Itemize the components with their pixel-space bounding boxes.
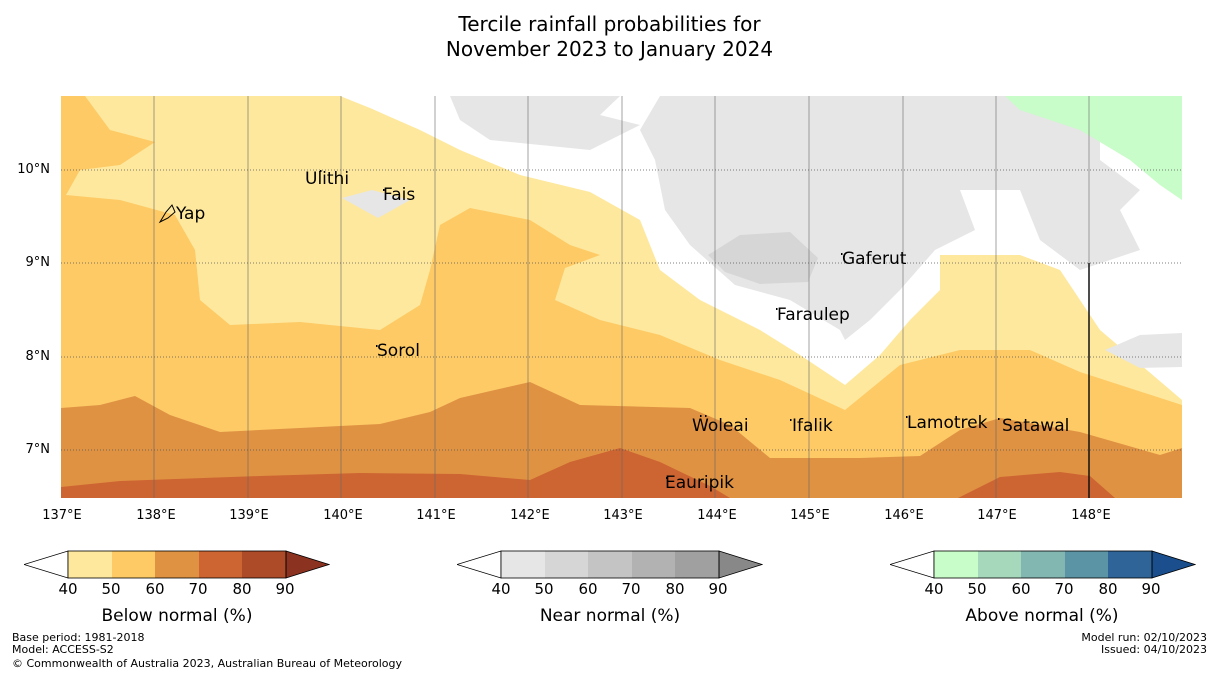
- near-tick-40: 40: [491, 580, 511, 598]
- latitude-gridlines: [61, 169, 1182, 451]
- above-tick-60: 60: [1011, 580, 1031, 598]
- lon-label-144e: 144°E: [697, 508, 737, 523]
- above-tick-80: 80: [1098, 580, 1118, 598]
- below-tick-80: 80: [232, 580, 252, 598]
- title-line-2: November 2023 to January 2024: [445, 37, 774, 61]
- above-tick-90: 90: [1141, 580, 1161, 598]
- near-tick-90: 90: [708, 580, 728, 598]
- near-40-50-region-north: [450, 96, 640, 150]
- below-70-80-region-east: [958, 472, 1115, 498]
- above-tick-50: 50: [967, 580, 987, 598]
- near-tick-60: 60: [578, 580, 598, 598]
- near-colorbar-label: Near normal (%): [539, 606, 681, 626]
- above-colorbar-segment-70-80: [1065, 551, 1108, 578]
- below-colorbar-lower-extend: [24, 550, 69, 579]
- lon-label-146e: 146°E: [884, 508, 924, 523]
- near-normal-colorbar: [457, 550, 763, 579]
- place-gaferut: Gaferut: [842, 249, 907, 269]
- lon-label-138e: 138°E: [136, 508, 176, 523]
- above-colorbar-segment-80-90: [1108, 551, 1152, 578]
- above-colorbar-segment-60-70: [1021, 551, 1065, 578]
- above-colorbar-segment-50-60: [978, 551, 1021, 578]
- near-colorbar-segment-80-90: [675, 551, 719, 578]
- atoll-markers: [320, 170, 1000, 479]
- place-faraulep: Faraulep: [777, 305, 850, 325]
- below-colorbar-upper-extend: [286, 551, 329, 578]
- footer-model-run: Model run: 02/10/2023: [1081, 631, 1207, 644]
- above-normal-colorbar: [890, 550, 1196, 579]
- place-lamotrek: Lamotrek: [907, 413, 988, 433]
- below-colorbar-segment-80-90: [242, 551, 286, 578]
- near-tick-70: 70: [621, 580, 641, 598]
- lon-label-147e: 147°E: [977, 508, 1017, 523]
- lat-label-9n: 9°N: [25, 255, 51, 270]
- footer-left: Base period: 1981-2018 Model: ACCESS-S2 …: [12, 632, 402, 670]
- near-colorbar-segment-50-60: [545, 551, 588, 578]
- near-tick-80: 80: [665, 580, 685, 598]
- lon-label-142e: 142°E: [510, 508, 550, 523]
- above-colorbar-label: Above normal (%): [965, 606, 1119, 626]
- above-colorbar-lower-extend: [890, 550, 935, 579]
- below-colorbar-segment-70-80: [199, 551, 242, 578]
- below-tick-40: 40: [58, 580, 78, 598]
- below-tick-60: 60: [145, 580, 165, 598]
- below-colorbar-segment-50-60: [112, 551, 155, 578]
- lon-label-148e: 148°E: [1071, 508, 1111, 523]
- lat-label-10n: 10°N: [17, 162, 50, 177]
- below-normal-colorbar: [24, 550, 330, 579]
- place-yap: Yap: [176, 204, 206, 224]
- below-tick-50: 50: [101, 580, 121, 598]
- below-tick-70: 70: [188, 580, 208, 598]
- below-colorbar-label: Below normal (%): [101, 606, 253, 626]
- lon-label-137e: 137°E: [42, 508, 82, 523]
- footer-issued: Issued: 04/10/2023: [1100, 643, 1207, 656]
- above-colorbar-upper-extend: [1152, 551, 1195, 578]
- place-woleai: Woleai: [692, 416, 749, 436]
- near-40-50-region: [370, 96, 1182, 340]
- lat-label-8n: 8°N: [25, 349, 51, 364]
- below-colorbar-segment-60-70: [155, 551, 199, 578]
- place-ulithi: Ulithi: [305, 169, 350, 189]
- lon-label-141e: 141°E: [416, 508, 456, 523]
- lat-label-7n: 7°N: [25, 442, 51, 457]
- place-satawal: Satawal: [1002, 416, 1070, 436]
- place-ifalik: Ifalik: [792, 416, 833, 436]
- near-50-60-region: [708, 232, 818, 284]
- footer-copyright: © Commonwealth of Australia 2023, Austra…: [12, 657, 402, 670]
- below-70-80-region: [61, 448, 730, 498]
- below-tick-90: 90: [275, 580, 295, 598]
- above-tick-70: 70: [1054, 580, 1074, 598]
- footer-model: Model: ACCESS-S2: [12, 643, 114, 656]
- near-colorbar-segment-40-50: [501, 551, 545, 578]
- footer-base-period: Base period: 1981-2018: [12, 631, 145, 644]
- lon-label-143e: 143°E: [603, 508, 643, 523]
- footer-right: Model run: 02/10/2023 Issued: 04/10/2023: [1081, 632, 1207, 656]
- near-tick-50: 50: [534, 580, 554, 598]
- below-colorbar-segment-40-50: [68, 551, 112, 578]
- above-tick-40: 40: [924, 580, 944, 598]
- above-colorbar-segment-40-50: [934, 551, 978, 578]
- longitude-gridlines: [153, 96, 1090, 498]
- near-40-50-region-fais: [342, 190, 410, 218]
- near-colorbar-segment-70-80: [632, 551, 675, 578]
- chart-title: Tercile rainfall probabilities for Novem…: [0, 12, 1219, 62]
- near-colorbar-lower-extend: [457, 550, 502, 579]
- lon-label-140e: 140°E: [323, 508, 363, 523]
- near-colorbar-segment-60-70: [588, 551, 632, 578]
- place-eauripik: Eauripik: [665, 473, 735, 493]
- title-line-1: Tercile rainfall probabilities for: [458, 12, 761, 36]
- lon-label-145e: 145°E: [790, 508, 830, 523]
- lon-label-139e: 139°E: [229, 508, 269, 523]
- place-fais: Fais: [383, 185, 416, 205]
- yap-island: [158, 204, 176, 224]
- near-40-50-region-east: [1105, 333, 1182, 368]
- place-sorol: Sorol: [377, 341, 420, 361]
- above-40-50-region: [1005, 96, 1182, 200]
- near-colorbar-upper-extend: [719, 551, 762, 578]
